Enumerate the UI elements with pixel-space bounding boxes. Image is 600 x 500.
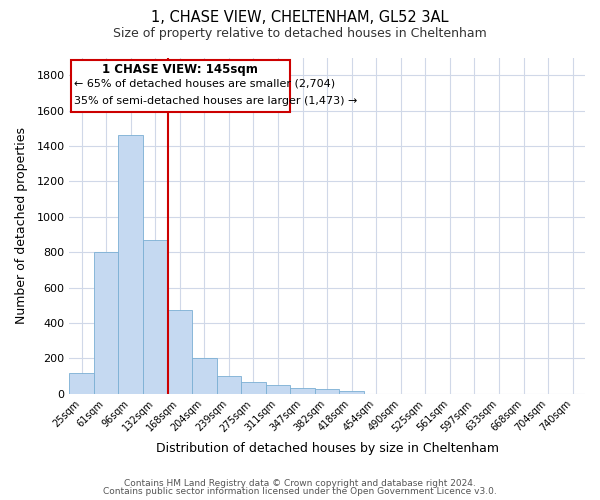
Bar	[266, 385, 290, 394]
Text: Contains HM Land Registry data © Crown copyright and database right 2024.: Contains HM Land Registry data © Crown c…	[124, 478, 476, 488]
Text: Contains public sector information licensed under the Open Government Licence v3: Contains public sector information licen…	[103, 487, 497, 496]
Bar	[70, 372, 94, 394]
Bar	[241, 382, 266, 394]
Bar	[118, 136, 143, 394]
Bar	[290, 388, 315, 394]
Text: 35% of semi-detached houses are larger (1,473) →: 35% of semi-detached houses are larger (…	[74, 96, 358, 106]
Text: 1, CHASE VIEW, CHELTENHAM, GL52 3AL: 1, CHASE VIEW, CHELTENHAM, GL52 3AL	[151, 10, 449, 25]
X-axis label: Distribution of detached houses by size in Cheltenham: Distribution of detached houses by size …	[155, 442, 499, 455]
FancyBboxPatch shape	[71, 60, 290, 112]
Bar	[143, 240, 167, 394]
Bar	[192, 358, 217, 394]
Bar	[167, 310, 192, 394]
Bar	[94, 252, 118, 394]
Y-axis label: Number of detached properties: Number of detached properties	[15, 127, 28, 324]
Bar	[315, 390, 340, 394]
Bar	[217, 376, 241, 394]
Text: ← 65% of detached houses are smaller (2,704): ← 65% of detached houses are smaller (2,…	[74, 78, 335, 88]
Text: Size of property relative to detached houses in Cheltenham: Size of property relative to detached ho…	[113, 28, 487, 40]
Text: 1 CHASE VIEW: 145sqm: 1 CHASE VIEW: 145sqm	[103, 64, 259, 76]
Bar	[340, 391, 364, 394]
